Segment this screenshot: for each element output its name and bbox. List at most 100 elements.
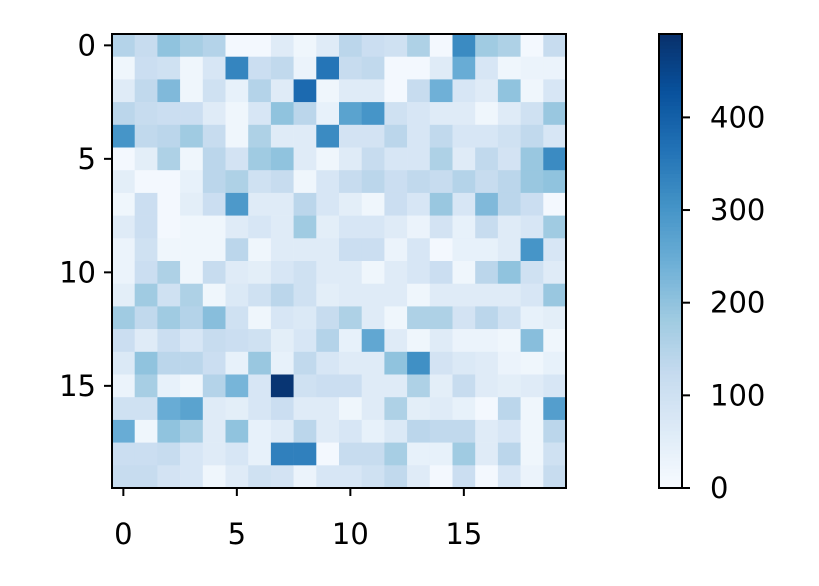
colorbar-tick-label: 200: [710, 286, 765, 320]
colorbar-tick-label: 0: [710, 471, 728, 505]
heatmap-cell: [112, 351, 135, 375]
colorbar-gradient: [659, 397, 682, 402]
colorbar-gradient: [659, 56, 682, 61]
colorbar-gradient: [659, 215, 682, 220]
colorbar-gradient: [659, 79, 682, 84]
colorbar-gradient: [659, 60, 682, 65]
colorbar-gradient: [659, 181, 682, 186]
colorbar-gradient: [659, 363, 682, 368]
heatmap-cell: [452, 238, 476, 262]
colorbar-gradient: [659, 204, 682, 209]
heatmap-cell: [339, 442, 362, 466]
heatmap-cell: [202, 374, 226, 398]
heatmap-cell: [225, 374, 249, 398]
heatmap-cell: [316, 34, 340, 57]
heatmap-cell: [225, 215, 249, 239]
heatmap-cell: [270, 238, 294, 262]
heatmap-cell: [293, 215, 317, 239]
colorbar-gradient: [659, 370, 682, 375]
colorbar-gradient: [659, 321, 682, 326]
heatmap-cell: [429, 124, 453, 148]
colorbar-gradient: [659, 348, 682, 353]
heatmap-cell: [316, 397, 340, 421]
heatmap-cell: [384, 238, 408, 262]
heatmap-cell: [361, 102, 385, 126]
colorbar-gradient: [659, 71, 682, 77]
heatmap-cell: [384, 329, 408, 353]
colorbar-gradient: [659, 366, 682, 372]
heatmap-cell: [202, 124, 226, 148]
x-tick-label: 0: [114, 517, 132, 551]
heatmap-cell: [407, 79, 431, 103]
heatmap-cell: [543, 34, 567, 57]
heatmap-cell: [543, 192, 567, 216]
heatmap-cell: [475, 465, 499, 489]
heatmap-cell: [543, 261, 567, 284]
heatmap-cell: [180, 34, 204, 57]
heatmap-cell: [384, 102, 408, 126]
heatmap-cell: [543, 465, 567, 489]
heatmap-cell: [520, 419, 544, 443]
colorbar-gradient: [659, 41, 682, 46]
heatmap-cell: [520, 442, 544, 466]
heatmap-cell: [475, 238, 499, 262]
heatmap-cell: [361, 238, 385, 262]
heatmap-cell: [180, 124, 204, 148]
plot-frame: [111, 33, 567, 489]
heatmap-cell: [112, 419, 135, 443]
heatmap-cell: [316, 419, 340, 443]
heatmap-cell: [384, 397, 408, 421]
heatmap-cell: [293, 124, 317, 148]
heatmap-cell: [429, 147, 453, 171]
heatmap-cell: [452, 397, 476, 421]
heatmap-cell: [497, 34, 521, 57]
heatmap-cell: [429, 102, 453, 126]
heatmap-cell: [270, 102, 294, 126]
heatmap-cell: [407, 192, 431, 216]
heatmap-cell: [225, 34, 249, 57]
heatmap-cell: [134, 170, 158, 194]
colorbar-gradient: [659, 389, 682, 394]
heatmap-cell: [339, 306, 362, 330]
heatmap-cell: [134, 261, 158, 284]
heatmap-cell: [293, 442, 317, 466]
heatmap-cell: [520, 170, 544, 194]
heatmap-cell: [543, 283, 567, 307]
heatmap-cell: [270, 442, 294, 466]
heatmap-cell: [429, 56, 453, 80]
colorbar-gradient: [659, 94, 682, 99]
heatmap-cell: [497, 351, 521, 375]
heatmap-cell: [384, 374, 408, 398]
heatmap-cell: [407, 329, 431, 353]
colorbar-gradient: [659, 192, 682, 198]
heatmap-cell: [270, 351, 294, 375]
heatmap-cell: [248, 34, 272, 57]
heatmap-cell: [134, 102, 158, 126]
heatmap-cell: [497, 306, 521, 330]
colorbar-gradient: [659, 68, 682, 73]
heatmap-cell: [384, 465, 408, 489]
heatmap-cell: [429, 170, 453, 194]
colorbar-gradient: [659, 480, 682, 485]
heatmap-cell: [225, 351, 249, 375]
heatmap-cell: [339, 34, 362, 57]
heatmap-cell: [520, 124, 544, 148]
heatmap-cell: [452, 374, 476, 398]
heatmap-cell: [475, 147, 499, 171]
colorbar-gradient: [659, 196, 682, 201]
heatmap-cell: [293, 102, 317, 126]
heatmap-cell: [429, 351, 453, 375]
heatmap-cell: [112, 397, 135, 421]
heatmap-cell: [384, 56, 408, 80]
heatmap-cell: [339, 374, 362, 398]
heatmap-cell: [316, 329, 340, 353]
heatmap-cell: [248, 465, 272, 489]
colorbar-gradient: [659, 102, 682, 107]
heatmap-cell: [407, 374, 431, 398]
colorbar-gradient: [659, 469, 682, 474]
heatmap-cell: [157, 442, 181, 466]
colorbar-gradient: [659, 234, 682, 239]
heatmap-cell: [497, 170, 521, 194]
colorbar-gradient: [659, 404, 682, 410]
heatmap-cell: [361, 215, 385, 239]
